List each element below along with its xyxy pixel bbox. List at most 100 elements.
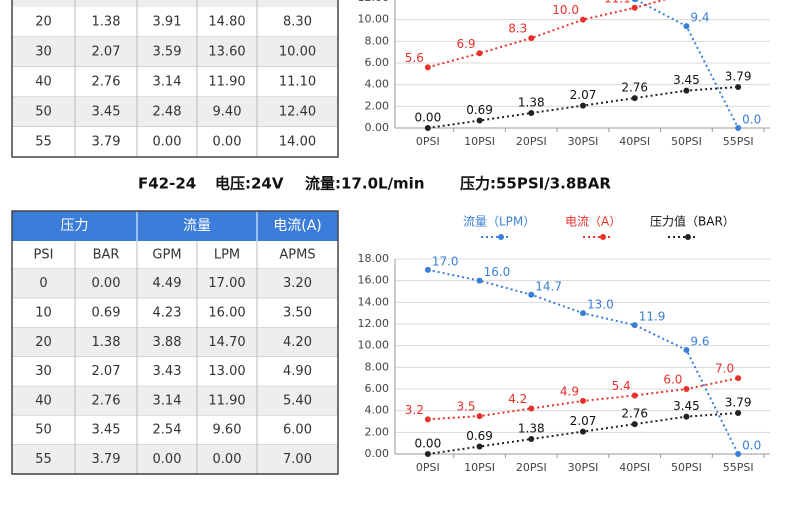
table-cell: 3.14 bbox=[153, 393, 182, 408]
table-row bbox=[12, 269, 338, 299]
data-label: 9.6 bbox=[690, 335, 709, 349]
y-tick-label: 16.00 bbox=[358, 274, 390, 287]
table-cell: 10.00 bbox=[279, 45, 316, 60]
data-label: 5.6 bbox=[405, 51, 424, 65]
data-label: 7.0 bbox=[715, 362, 734, 376]
data-point bbox=[528, 110, 535, 117]
table-cell: 6.00 bbox=[283, 423, 312, 438]
table-cell: 0.00 bbox=[153, 135, 182, 150]
table-cell: 3.79 bbox=[92, 135, 121, 150]
table-cell: 55 bbox=[35, 135, 52, 150]
legend-label: 压力值（BAR） bbox=[650, 214, 735, 229]
table-cell: 20 bbox=[35, 335, 52, 350]
data-point bbox=[735, 125, 742, 131]
table-cell: BAR bbox=[93, 248, 120, 263]
table-cell: 0.69 bbox=[92, 305, 121, 320]
table-row bbox=[12, 327, 338, 357]
table-cell: 3.45 bbox=[92, 105, 121, 120]
table-cell: 7.00 bbox=[283, 452, 312, 467]
table-cell: 4.49 bbox=[153, 276, 182, 291]
data-point bbox=[476, 50, 483, 57]
data-label: 0.69 bbox=[466, 429, 493, 443]
x-tick-label: 30PSI bbox=[568, 135, 599, 148]
data-point bbox=[580, 428, 586, 435]
title-part: 流量:17.0L/min bbox=[305, 175, 425, 193]
table-cell: 3.59 bbox=[153, 45, 182, 60]
data-label: 13.0 bbox=[587, 298, 614, 312]
data-label: 3.79 bbox=[725, 395, 752, 409]
data-label: 6.0 bbox=[663, 373, 682, 387]
table-cell: 2.07 bbox=[92, 45, 121, 60]
data-point bbox=[735, 83, 742, 90]
y-tick-label: 0.00 bbox=[365, 447, 390, 460]
data-label: 2.07 bbox=[570, 88, 597, 102]
table-cell: 3.20 bbox=[283, 276, 312, 291]
table-cell: 3.91 bbox=[153, 15, 182, 30]
table-cell: 2.07 bbox=[92, 364, 121, 379]
table-cell: APMS bbox=[279, 248, 315, 263]
table-cell: 4.23 bbox=[153, 305, 182, 320]
table-frame bbox=[11, 210, 339, 475]
legend-dot bbox=[498, 234, 504, 240]
header-cell: 流量 bbox=[183, 218, 211, 234]
table-cell: 4.20 bbox=[283, 335, 312, 350]
table-cell: 13.00 bbox=[208, 364, 245, 379]
legend-dot bbox=[600, 234, 606, 240]
table-cell: 9.40 bbox=[213, 105, 242, 120]
table-cell: 3.79 bbox=[92, 452, 121, 467]
table-cell: 55 bbox=[35, 452, 52, 467]
table-cell: 3.14 bbox=[153, 75, 182, 90]
data-point bbox=[476, 117, 483, 124]
data-point bbox=[631, 392, 638, 399]
y-tick-label: 6.00 bbox=[365, 56, 390, 69]
table-cell: GPM bbox=[152, 248, 181, 263]
data-point bbox=[631, 322, 638, 329]
data-label: 3.45 bbox=[673, 73, 700, 87]
x-tick-label: 55PSI bbox=[723, 461, 754, 474]
table-cell: PSI bbox=[34, 248, 54, 263]
y-tick-label: 8.00 bbox=[365, 34, 390, 47]
data-label: 0.00 bbox=[414, 437, 441, 451]
table-cell: 16.00 bbox=[208, 305, 245, 320]
data-point bbox=[580, 397, 586, 404]
title-part: F42-24 bbox=[138, 175, 196, 193]
table-cell: 50 bbox=[35, 423, 52, 438]
table-cell: 11.90 bbox=[208, 393, 245, 408]
table-cell: 0.00 bbox=[213, 135, 242, 150]
data-label: 9.4 bbox=[690, 11, 709, 25]
data-label: 11.1 bbox=[604, 0, 631, 5]
table-frame bbox=[11, 0, 339, 158]
data-label: 11.9 bbox=[639, 310, 666, 324]
table-cell: 13.60 bbox=[208, 45, 245, 60]
table-cell: 30 bbox=[35, 45, 52, 60]
data-point bbox=[580, 310, 586, 317]
data-point bbox=[631, 0, 638, 3]
x-tick-label: 10PSI bbox=[464, 461, 495, 474]
data-point bbox=[631, 95, 638, 102]
table-row bbox=[12, 97, 338, 127]
table-row bbox=[12, 241, 338, 269]
data-label: 0.0 bbox=[742, 439, 761, 453]
legend-label: 流量（LPM） bbox=[463, 215, 535, 229]
table-cell: 1.38 bbox=[92, 15, 121, 30]
table-cell: 40 bbox=[35, 75, 52, 90]
table-cell: 17.00 bbox=[208, 276, 245, 291]
y-tick-label: 18.00 bbox=[358, 252, 390, 265]
table-cell: 40 bbox=[35, 393, 52, 408]
table-cell: 2.54 bbox=[153, 423, 182, 438]
table-row bbox=[12, 415, 338, 445]
x-tick-label: 30PSI bbox=[568, 461, 599, 474]
data-label: 2.07 bbox=[570, 414, 597, 428]
data-label: 2.76 bbox=[621, 81, 648, 95]
table-cell: 50 bbox=[35, 105, 52, 120]
table-cell: 0.00 bbox=[213, 452, 242, 467]
x-tick-label: 40PSI bbox=[619, 135, 650, 148]
data-point bbox=[424, 125, 431, 131]
data-label: 3.2 bbox=[405, 403, 424, 417]
table-cell: 30 bbox=[35, 364, 52, 379]
data-point bbox=[424, 64, 431, 71]
table-cell: 3.50 bbox=[283, 305, 312, 320]
table-cell: 3.43 bbox=[153, 364, 182, 379]
data-label: 16.0 bbox=[484, 265, 511, 279]
data-point bbox=[580, 16, 586, 23]
